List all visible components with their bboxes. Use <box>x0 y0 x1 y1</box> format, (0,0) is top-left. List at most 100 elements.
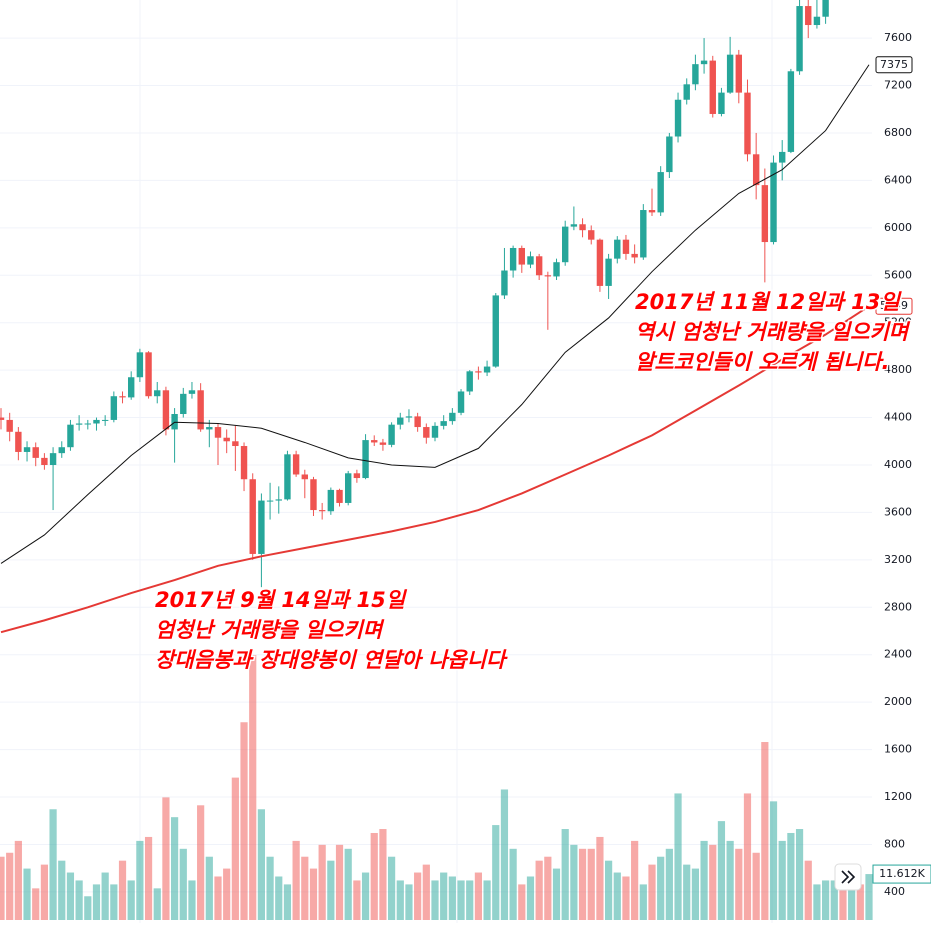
volume-bar <box>249 655 257 920</box>
candle-body <box>318 510 326 512</box>
candle-body <box>327 489 335 512</box>
candle-body <box>614 239 621 259</box>
candle-body <box>310 479 317 511</box>
volume-bar <box>804 860 812 920</box>
candle-body <box>744 92 751 155</box>
volume-bar <box>483 880 491 920</box>
volume-bar <box>500 789 509 920</box>
candle-body <box>787 71 795 152</box>
volume-bar <box>743 793 752 920</box>
candle-body <box>371 440 378 443</box>
volume-bar <box>240 722 248 920</box>
candle-body <box>544 275 552 277</box>
volume-bar <box>518 884 526 920</box>
candle-body <box>379 442 387 445</box>
volume-bar <box>66 872 75 920</box>
y-tick-label: 4800 <box>884 363 912 376</box>
volume-bar <box>691 868 699 920</box>
volume-bar <box>388 856 396 920</box>
last-value-label: 7375 <box>880 58 908 71</box>
annotation: 알트코인들이 오르게 됩니다. <box>635 350 889 374</box>
candle-body <box>752 154 760 186</box>
candle-body <box>700 60 708 65</box>
volume-bar <box>674 793 682 920</box>
candle-body <box>431 425 439 438</box>
candle-body <box>197 390 204 430</box>
volume-bar <box>535 860 543 920</box>
candle-body <box>301 474 308 480</box>
candle-body <box>188 390 196 394</box>
volume-bar <box>396 880 404 920</box>
candle-body <box>397 417 404 425</box>
candle-body <box>622 239 630 254</box>
volume-bar <box>526 876 535 920</box>
candle-body <box>414 416 421 428</box>
candle-body <box>41 457 48 465</box>
candle-body <box>284 454 291 500</box>
candle-body <box>232 441 239 447</box>
candle-body <box>119 396 126 398</box>
y-tick-label: 2400 <box>884 648 912 661</box>
y-tick-label: 5600 <box>884 268 912 281</box>
y-tick-label: 1200 <box>884 790 912 803</box>
volume-bar <box>110 884 118 920</box>
candle-body <box>822 0 829 17</box>
candle-body <box>683 84 690 100</box>
candle-body <box>110 396 118 420</box>
volume-bar <box>309 868 318 920</box>
candle-body <box>483 366 491 373</box>
y-tick-label: 7200 <box>884 79 912 92</box>
candle-body <box>440 421 447 426</box>
volume-bar <box>118 860 127 920</box>
volume-bar <box>197 805 205 920</box>
volume-bar <box>448 876 456 920</box>
candle-body <box>223 437 230 442</box>
volume-bar <box>795 829 804 920</box>
scroll-button[interactable] <box>834 863 862 891</box>
candle-body <box>779 151 786 163</box>
candle-body <box>101 419 109 421</box>
volume-bar <box>457 880 465 920</box>
volume-bar <box>726 840 734 920</box>
candle-body <box>180 393 187 415</box>
volume-bar <box>822 880 830 920</box>
volume-bar <box>361 872 370 920</box>
candle-body <box>6 419 13 432</box>
candle-body <box>362 440 369 479</box>
volume-bar <box>622 876 630 920</box>
candle-body <box>423 427 430 438</box>
candle-body <box>336 489 343 503</box>
candle-body <box>449 412 456 422</box>
candle-body <box>718 92 725 114</box>
candles <box>0 0 829 588</box>
candle-body <box>171 414 178 430</box>
volume-bar <box>578 848 587 920</box>
candle-body <box>562 226 569 263</box>
volume-bar <box>49 809 57 920</box>
y-tick-label: 4000 <box>884 458 912 471</box>
candle-body <box>657 172 664 213</box>
volume-bar <box>466 880 474 920</box>
candle-body <box>93 419 100 424</box>
candle-body <box>214 427 222 438</box>
volume-bar <box>700 840 708 920</box>
candle-body <box>353 473 361 479</box>
candle-body <box>813 16 821 26</box>
candle-body <box>709 60 716 114</box>
candle-body <box>75 423 83 425</box>
volume-bar <box>605 860 613 920</box>
candle-body <box>49 453 57 465</box>
volume-last-label: 11.612K <box>879 867 925 880</box>
volume-bar <box>301 856 309 920</box>
candle-body <box>58 447 65 454</box>
volume-bar <box>162 797 170 920</box>
volume-bar <box>787 832 795 920</box>
candle-body <box>275 499 282 501</box>
candle-body <box>23 447 31 452</box>
y-tick-label: 2000 <box>884 695 912 708</box>
candle-body <box>206 427 213 430</box>
volume-bar <box>283 884 292 920</box>
